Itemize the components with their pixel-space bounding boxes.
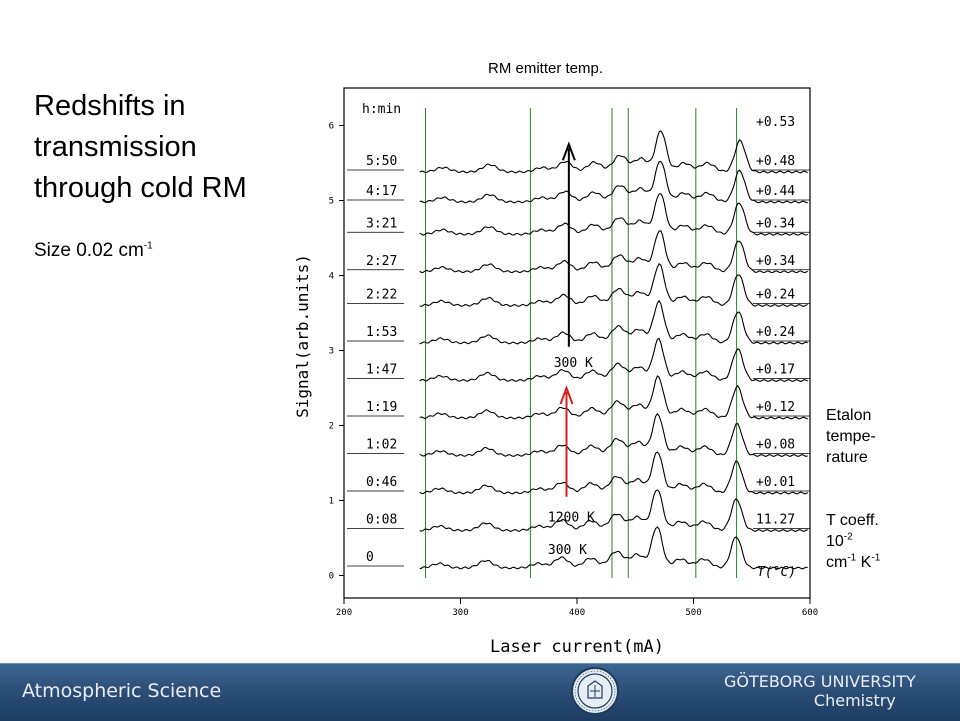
offset-label: +0.44	[756, 184, 795, 199]
spectrum-trace	[419, 161, 808, 204]
spectrum-trace	[419, 337, 808, 382]
time-label: 4:17	[366, 184, 397, 199]
right-header: +0.53	[756, 115, 795, 130]
time-label: 5:50	[366, 154, 397, 169]
offset-label: 11.27	[756, 513, 795, 528]
x-tick-label: 300	[452, 608, 468, 618]
y-tick-label: 1	[329, 497, 334, 507]
marker-lines	[425, 108, 738, 578]
time-label: 1:53	[366, 325, 397, 340]
size-label: Size 0.02 cm	[34, 240, 144, 261]
x-tick-label: 600	[802, 608, 818, 618]
coefficient-label: T coeff.	[826, 512, 879, 529]
y-tick-label: 5	[329, 197, 334, 207]
time-label: 3:21	[366, 216, 397, 231]
time-labels: 5:50 4:17 3:21 2:27 2:22 1:53 1:47 1:19 1:02 0:46…	[347, 154, 404, 567]
spectrum-trace	[419, 375, 808, 420]
spectrum-trace	[419, 230, 808, 274]
offset-label: +0.34	[756, 216, 795, 231]
spectrum-trace	[419, 262, 808, 307]
left-header: h:min	[362, 102, 401, 117]
offset-label: +0.08	[756, 438, 795, 453]
footer-bar: Atmospheric Science GÖTEBORG UNIVERSITY …	[0, 663, 960, 721]
coefficient-base: 10	[826, 533, 844, 550]
slide-title: Redshifts in transmission through cold R…	[34, 86, 294, 209]
x-axis-label: Laser current(mA)	[490, 637, 664, 657]
coefficient-unit: cm-1 K-1	[826, 552, 880, 573]
temperature-label: T(°C)	[757, 565, 796, 580]
temperature-annotation: 300 K	[548, 543, 587, 558]
offset-label: +0.12	[756, 400, 795, 415]
spectrum-trace	[419, 412, 808, 457]
unit-k: K	[856, 554, 872, 571]
etalon-line: tempe-	[826, 428, 876, 445]
etalon-note: Etalon tempe- rature	[826, 405, 876, 468]
emitter-arrowhead	[559, 385, 574, 405]
offset-label: +0.48	[756, 154, 795, 169]
footer-department: Atmospheric Science	[22, 680, 222, 702]
temperature-annotation: 300 K	[554, 356, 593, 371]
unit-cm: cm	[826, 554, 848, 571]
y-tick-label: 0	[329, 572, 334, 582]
time-label: 1:02	[366, 438, 397, 453]
axes-group: 200 300 400 500 600 0 1 2 3 4 5 6	[329, 122, 819, 619]
offset-labels: +0.48 +0.44 +0.34 +0.34 +0.24 +0.24 +0.17 +0.12…	[753, 154, 810, 529]
y-tick-label: 6	[329, 122, 334, 132]
footer-university: GÖTEBORG UNIVERSITY Chemistry	[724, 672, 916, 710]
coefficient-value: 10-2	[826, 531, 880, 552]
spectra-group	[419, 130, 808, 570]
y-tick-label: 4	[329, 272, 334, 282]
y-axis-label: Signal(arb.units)	[293, 254, 312, 418]
faculty-name: Chemistry	[813, 691, 896, 710]
spectrum-trace	[419, 130, 808, 174]
emitter-arrowhead	[561, 141, 576, 161]
coefficient-note: T coeff. 10-2 cm-1 K-1	[826, 510, 880, 573]
spectrum-trace	[419, 526, 808, 570]
time-label: 1:19	[366, 400, 397, 415]
time-label: 2:22	[366, 288, 397, 303]
offset-label: +0.24	[756, 288, 795, 303]
time-label: 1:47	[366, 363, 397, 378]
offset-label: +0.01	[756, 475, 795, 490]
university-name: GÖTEBORG UNIVERSITY	[724, 672, 916, 691]
rm-emitter-label: RM emitter temp.	[488, 60, 604, 77]
spectrum-trace	[419, 193, 808, 236]
time-label: 0:46	[366, 475, 397, 490]
etalon-line: Etalon	[826, 407, 872, 424]
size-note: Size 0.02 cm-1	[34, 240, 153, 262]
offset-label: +0.17	[756, 363, 795, 378]
y-tick-label: 3	[329, 347, 334, 357]
title-line: transmission	[34, 131, 197, 163]
coefficient-exponent: -2	[843, 531, 853, 543]
offset-label: +0.24	[756, 325, 795, 340]
temperature-annotation: 1200 K	[548, 511, 595, 526]
time-label: 2:27	[366, 254, 397, 269]
time-label: 0	[366, 550, 374, 565]
annotation-group: 300 K 1200 K 300 K	[548, 141, 595, 558]
x-tick-label: 500	[685, 608, 701, 618]
time-label: 0:08	[366, 513, 397, 528]
etalon-line: rature	[826, 449, 868, 466]
university-seal-icon	[571, 667, 619, 715]
title-line: through cold RM	[34, 172, 247, 204]
x-tick-label: 400	[569, 608, 585, 618]
title-line: Redshifts in	[34, 90, 186, 122]
y-tick-label: 2	[329, 422, 334, 432]
offset-label: +0.34	[756, 254, 795, 269]
unit-k-exponent: -1	[871, 552, 881, 564]
spectrum-trace	[419, 451, 808, 495]
size-exponent: -1	[143, 240, 153, 252]
spectrum-trace	[419, 489, 808, 532]
unit-cm-exponent: -1	[847, 552, 857, 564]
x-tick-label: 200	[336, 608, 352, 618]
spectrum-trace	[419, 299, 808, 345]
